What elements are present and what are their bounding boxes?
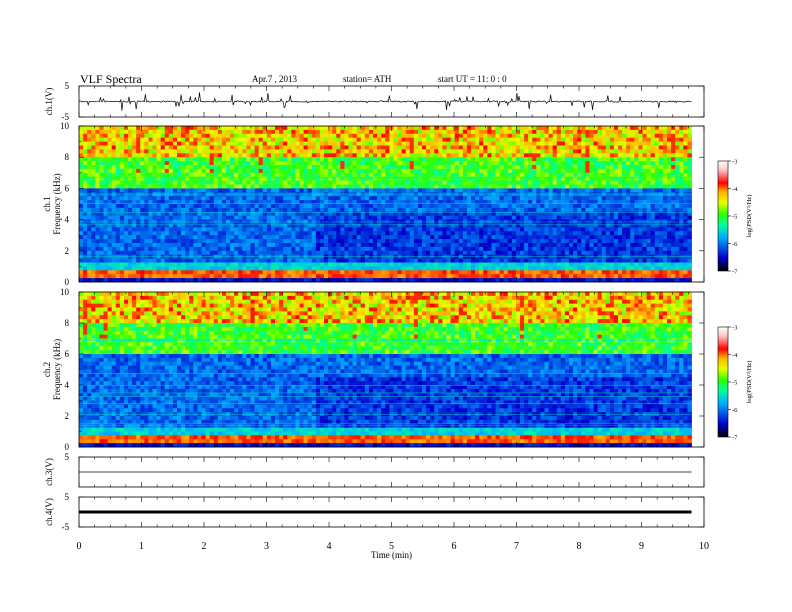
y-tick-label: 0 (65, 277, 70, 287)
y-tick-label: 2 (65, 246, 70, 256)
x-tick-label: 5 (389, 541, 394, 552)
y-tick-label: 8 (65, 318, 70, 328)
y-tick-label: 5 (65, 452, 70, 462)
y-tick-label: 10 (60, 287, 70, 297)
colorbar-2 (717, 326, 729, 438)
x-tick-label: 6 (452, 541, 457, 552)
x-tick-label: 9 (639, 541, 644, 552)
colorbar-tick-label: -4 (732, 186, 738, 193)
y-tick-label: -5 (62, 522, 70, 532)
y-tick-label: -5 (62, 112, 70, 122)
colorbar-tick-label: -6 (732, 407, 738, 414)
station-label: station= ATH (343, 74, 392, 84)
y-tick-label: 6 (65, 183, 70, 193)
channel-label: ch.4(V) (44, 498, 54, 526)
channel-label: ch.1(V) (44, 88, 54, 116)
colorbar-1 (717, 160, 729, 272)
y-tick-label: 5 (65, 492, 70, 502)
colorbar-tick-label: -3 (732, 325, 737, 332)
colorbar-label: log(PSD(V²/Hz) (746, 361, 753, 404)
x-tick-label: 2 (202, 541, 207, 552)
date-label: Apr.7 , 2013 (252, 74, 297, 84)
spectrogram-1 (79, 126, 692, 283)
x-tick-label: 0 (77, 541, 82, 552)
colorbar-tick-label: -4 (732, 352, 738, 359)
colorbar-tick-label: -5 (732, 214, 737, 221)
x-tick-label: 1 (139, 541, 144, 552)
colorbar-tick-label: -5 (732, 380, 737, 387)
x-axis-label: Time (min) (371, 550, 412, 560)
channel-label: ch.2 (42, 362, 52, 377)
x-tick-label: 4 (327, 541, 332, 552)
colorbar-tick-label: -7 (732, 435, 738, 442)
x-tick-label: 3 (264, 541, 269, 552)
y-tick-label: 0 (65, 442, 70, 452)
colorbar-tick-label: -7 (732, 269, 738, 276)
frequency-axis-label: Frequency (kHz) (52, 173, 62, 234)
spectrogram-2 (79, 292, 692, 448)
y-tick-label: 4 (65, 380, 70, 390)
channel-label: ch.1 (42, 196, 52, 211)
colorbar-label: log(PSD(V²/Hz) (746, 195, 753, 238)
y-tick-label: 8 (65, 152, 70, 162)
waveform-trace-0 (78, 92, 692, 111)
y-tick-label: 6 (65, 349, 70, 359)
channel-label: ch.3(V) (44, 458, 54, 486)
start-time-label: start UT = 11: 0 : 0 (438, 74, 507, 84)
y-tick-label: 10 (60, 121, 70, 131)
colorbar-tick-label: -6 (732, 241, 738, 248)
y-tick-label: 2 (65, 411, 70, 421)
colorbar-tick-label: -3 (732, 159, 737, 166)
chart-title: VLF Spectra (80, 72, 142, 86)
x-tick-label: 8 (577, 541, 582, 552)
y-tick-label: 4 (65, 215, 70, 225)
y-tick-label: 5 (65, 81, 70, 91)
x-tick-label: 10 (699, 541, 709, 552)
x-tick-label: 7 (514, 541, 519, 552)
frequency-axis-label: Frequency (kHz) (52, 339, 62, 400)
